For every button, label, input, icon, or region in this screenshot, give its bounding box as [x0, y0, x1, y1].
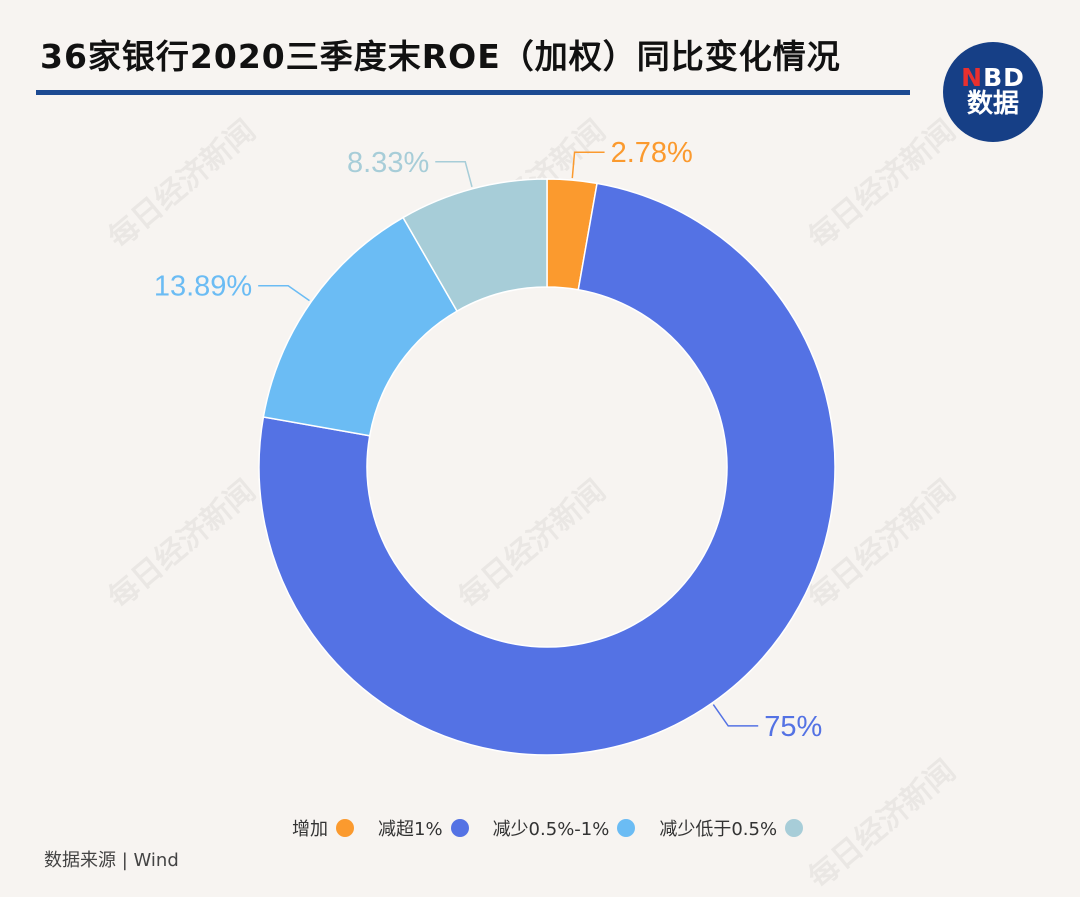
- data-label: 2.78%: [611, 137, 693, 169]
- slice-decrease-under-0-5pct: [402, 178, 548, 313]
- donut-slices: [258, 178, 836, 756]
- data-label: 8.33%: [347, 147, 429, 179]
- legend-swatch: [450, 819, 469, 837]
- legend-label: 减少低于0.5%: [659, 819, 778, 840]
- legend-item: 增加: [292, 815, 354, 841]
- legend: 增加 减超1% 减少0.5%-1% 减少低于0.5%: [292, 815, 804, 841]
- leader-line: [712, 704, 759, 727]
- logo-text-top: NBD: [961, 63, 1025, 93]
- logo-text-bottom: 数据: [966, 89, 1019, 120]
- data-label: 75%: [764, 711, 822, 743]
- legend-item: 减少0.5%-1%: [493, 815, 636, 841]
- leader-line: [571, 151, 605, 179]
- legend-label: 减少0.5%-1%: [492, 819, 610, 840]
- data-label: 13.89%: [154, 271, 252, 303]
- legend-item: 减超1%: [378, 815, 469, 841]
- leader-line: [258, 284, 310, 302]
- legend-swatch: [336, 819, 354, 837]
- chart-title: 36家银行2020三季度末ROE（加权）同比变化情况: [40, 37, 841, 76]
- legend-label: 增加: [292, 819, 328, 840]
- title-underline: [36, 90, 910, 95]
- data-labels: 2.78% 75% 13.89% 8.33%: [154, 137, 822, 743]
- nbd-logo: NBD 数据: [943, 42, 1043, 142]
- leader-lines: [258, 151, 759, 727]
- legend-swatch: [617, 819, 636, 837]
- legend-label: 减超1%: [378, 819, 443, 840]
- legend-swatch: [785, 819, 804, 837]
- leader-line: [435, 161, 473, 188]
- slice-decrease-over-1pct: [258, 182, 836, 756]
- data-source: 数据来源 | Wind: [44, 850, 179, 871]
- legend-item: 减少低于0.5%: [659, 815, 804, 841]
